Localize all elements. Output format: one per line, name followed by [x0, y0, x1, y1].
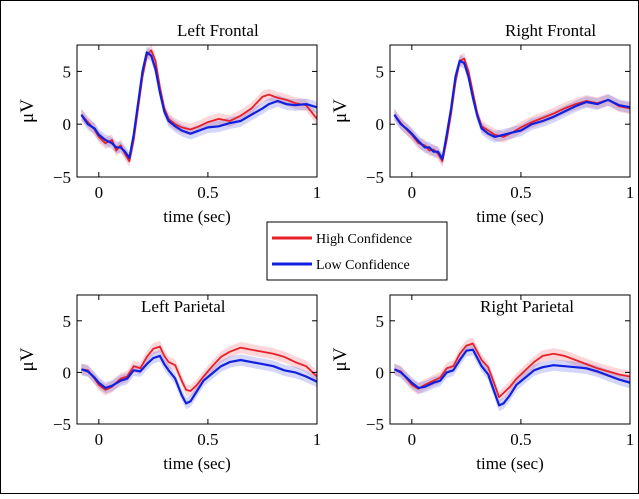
left-parietal-x-tick-label: 0.5: [197, 430, 218, 449]
left-frontal-x-axis-label: time (sec): [163, 207, 231, 226]
legend-label-low: Low Confidence: [316, 258, 410, 273]
left-parietal-y-tick-label: −5: [53, 415, 71, 434]
left-parietal-title: Left Parietal: [141, 297, 226, 316]
left-parietal-x-tick-label: 1: [313, 430, 322, 449]
left-frontal-y-tick-label: −5: [53, 168, 71, 187]
left-frontal-low-series-line: [80, 51, 317, 160]
legend-box: [266, 221, 448, 281]
right-frontal-x-axis-label: time (sec): [476, 207, 544, 226]
right-parietal-x-tick-label: 0: [408, 430, 417, 449]
right-frontal-low-series-line: [393, 59, 630, 161]
right-parietal-x-axis-label: time (sec): [476, 454, 544, 473]
right-parietal-x-tick-label: 0.5: [510, 430, 531, 449]
legend-label-high: High Confidence: [316, 232, 412, 247]
panel-left-parietal: 0 0.5 1 −5 0 5 Left Parietal time (sec) μV: [17, 294, 322, 473]
left-frontal-x-tick-label: 0: [95, 183, 104, 202]
left-parietal-axes-frame: [76, 294, 318, 425]
left-parietal-low-series-line: [81, 354, 317, 405]
panel-left-frontal: 0 0.5 1 −5 0 5 Left Frontal time (sec) μV: [17, 21, 321, 226]
left-frontal-y-axis-label: μV: [17, 99, 38, 123]
right-frontal-x-tick-label: 0: [408, 183, 417, 202]
right-frontal-y-tick-label: 5: [376, 62, 385, 81]
right-parietal-high-series-line: [394, 342, 630, 399]
right-parietal-high-confidence-band: [394, 337, 630, 403]
left-frontal-x-tick-label: 1: [313, 183, 322, 202]
left-frontal-y-tick-label: 5: [63, 62, 72, 81]
left-parietal-high-confidence-band: [81, 340, 317, 397]
right-parietal-title: Right Parietal: [480, 297, 574, 316]
legend: High Confidence Low Confidence: [266, 221, 448, 281]
right-frontal-title: Right Frontal: [505, 21, 596, 40]
right-parietal-x-tick-label: 1: [626, 430, 635, 449]
right-frontal-axes-frame: [389, 44, 631, 178]
left-frontal-low-confidence-band: [81, 46, 317, 164]
left-parietal-y-tick-label: 0: [63, 363, 72, 382]
right-parietal-axes-frame: [389, 294, 631, 425]
left-parietal-y-axis-label: μV: [17, 347, 38, 371]
right-parietal-y-tick-label: 5: [376, 312, 385, 331]
left-parietal-x-tick-label: 0: [95, 430, 104, 449]
right-frontal-x-tick-label: 1: [626, 183, 635, 202]
left-frontal-title: Left Frontal: [177, 21, 259, 40]
right-parietal-y-axis-label: μV: [330, 347, 351, 371]
right-parietal-low-series-line: [393, 348, 630, 407]
right-parietal-y-tick-label: −5: [366, 415, 384, 434]
left-frontal-axes-frame: [76, 44, 318, 178]
panel-right-frontal: 0 0.5 1 −5 0 5 Right Frontal time (sec) μV: [330, 21, 634, 226]
right-parietal-y-tick-label: 0: [376, 363, 385, 382]
left-parietal-y-tick-label: 5: [63, 312, 72, 331]
right-frontal-y-tick-label: 0: [376, 115, 385, 134]
left-frontal-y-tick-label: 0: [63, 115, 72, 134]
right-frontal-x-tick-label: 0.5: [510, 183, 531, 202]
right-frontal-y-axis-label: μV: [330, 99, 351, 123]
panel-right-parietal: 0 0.5 1 −5 0 5 Right Parietal time (sec) μV: [330, 294, 635, 473]
right-frontal-y-tick-label: −5: [366, 168, 384, 187]
left-parietal-x-axis-label: time (sec): [163, 454, 231, 473]
left-frontal-x-tick-label: 0.5: [197, 183, 218, 202]
left-parietal-low-confidence-band: [81, 350, 317, 410]
